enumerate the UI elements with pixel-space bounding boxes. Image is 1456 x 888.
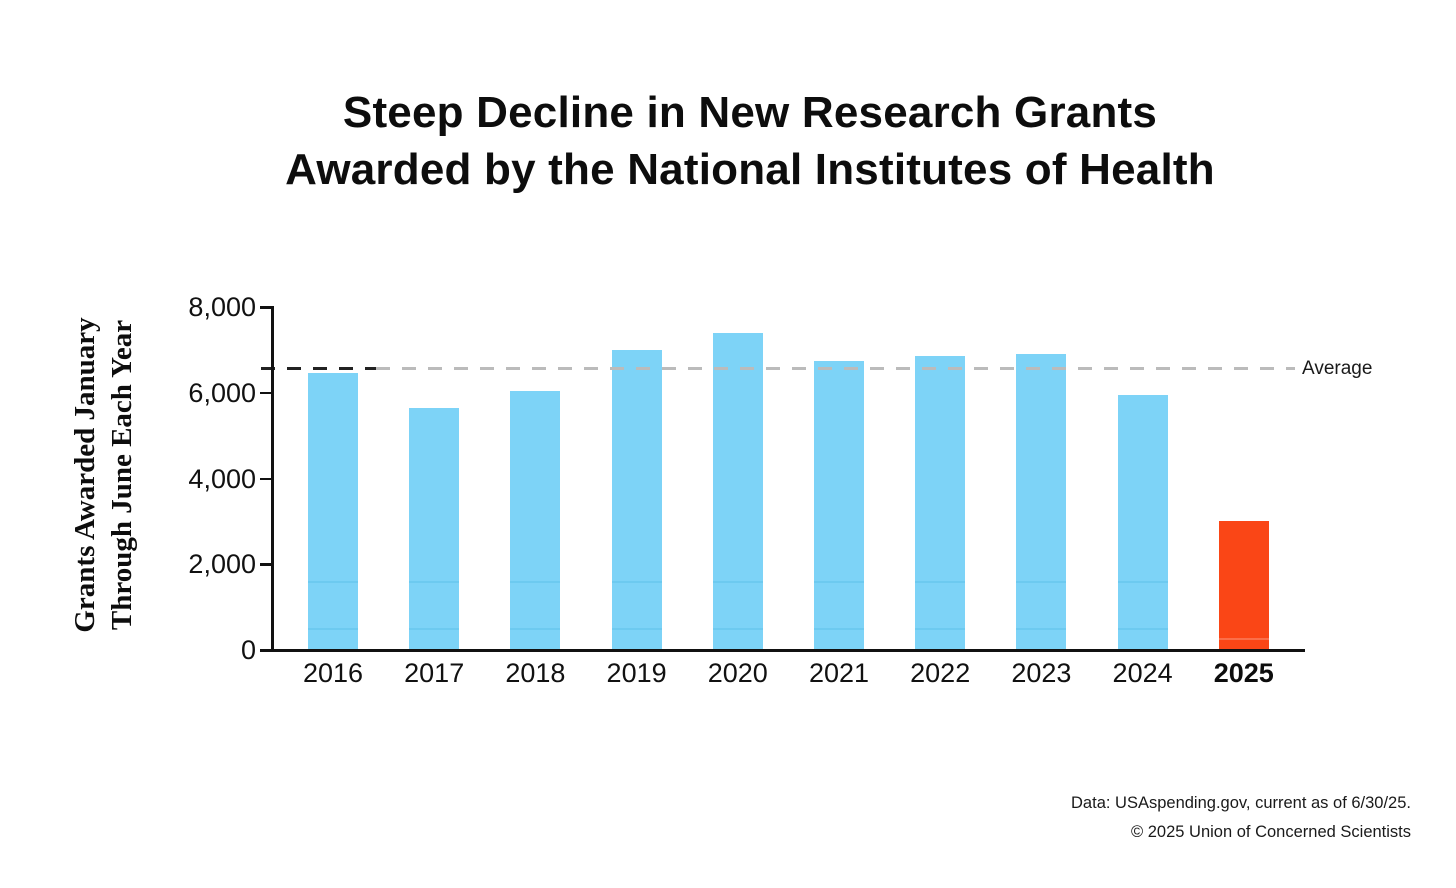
y-tick-label-8000: 8,000 <box>188 292 256 322</box>
x-tick-label-2017: 2017 <box>404 658 465 688</box>
x-axis-line <box>271 649 1305 652</box>
chart-title: Steep Decline in New Research Grants Awar… <box>22 84 1456 198</box>
source-note: Data: USAspending.gov, current as of 6/3… <box>1071 789 1411 847</box>
chart-title-line2: Awarded by the National Institutes of He… <box>285 145 1215 194</box>
bar-2019 <box>611 349 662 650</box>
x-tick-label-2020: 2020 <box>707 658 768 688</box>
bar-2017 <box>409 407 460 650</box>
bar-stripe <box>510 580 561 583</box>
bar-stripe <box>308 580 358 583</box>
x-tick-label-2018: 2018 <box>505 658 566 688</box>
source-note-line2: © 2025 Union of Concerned Scientists <box>1131 823 1411 841</box>
bar-2018 <box>510 390 561 650</box>
bar-stripe <box>814 581 864 583</box>
bar-stripe <box>510 627 561 630</box>
bar-stripe <box>611 581 662 583</box>
average-line-dark-segment <box>261 367 376 371</box>
x-tick-label-2019: 2019 <box>606 658 667 688</box>
bar-stripe <box>1016 580 1067 583</box>
y-tick-2000 <box>260 563 271 566</box>
bar-stripe <box>814 628 864 630</box>
bar-2023 <box>1016 354 1067 650</box>
bar-2020 <box>712 332 763 650</box>
bar-stripe <box>409 627 460 630</box>
y-tick-label-4000: 4,000 <box>188 463 256 494</box>
y-tick-label-6000: 6,000 <box>188 377 256 408</box>
bar-stripe <box>915 580 966 583</box>
bar-2025 <box>1218 521 1269 650</box>
bar-stripe <box>1218 638 1269 640</box>
y-tick-0 <box>260 649 271 652</box>
bar-stripe <box>712 627 763 630</box>
y-axis-line <box>271 306 274 652</box>
bar-stripe <box>1016 627 1067 630</box>
average-label: Average <box>1302 357 1373 379</box>
x-tick-label-2024: 2024 <box>1112 658 1173 688</box>
average-line <box>376 367 1295 371</box>
x-tick-label-2022: 2022 <box>910 658 971 688</box>
bar-2021 <box>814 360 864 650</box>
bar-2016 <box>308 373 358 650</box>
x-tick-label-2016: 2016 <box>302 658 364 688</box>
bar-stripe <box>308 627 358 630</box>
source-note-line1: Data: USAspending.gov, current as of 6/3… <box>1071 794 1411 812</box>
y-tick-label-0: 0 <box>240 635 256 665</box>
chart-title-line1: Steep Decline in New Research Grants <box>342 88 1158 137</box>
bar-stripe <box>1117 580 1168 583</box>
bar-stripe <box>409 580 460 583</box>
x-tick-label-2025: 2025 <box>1213 658 1274 688</box>
bar-stripe <box>611 628 662 630</box>
bar-2022 <box>915 356 966 650</box>
y-tick-6000 <box>260 391 271 395</box>
bar-2024 <box>1117 394 1168 650</box>
y-tick-4000 <box>260 477 271 480</box>
bar-stripe <box>915 627 966 630</box>
y-tick-label-2000: 2,000 <box>188 549 256 580</box>
bar-stripe <box>1117 627 1168 630</box>
bar-stripe <box>712 580 763 583</box>
x-tick-label-2021: 2021 <box>808 658 870 688</box>
y-tick-8000 <box>260 306 271 309</box>
x-tick-label-2023: 2023 <box>1011 658 1072 688</box>
